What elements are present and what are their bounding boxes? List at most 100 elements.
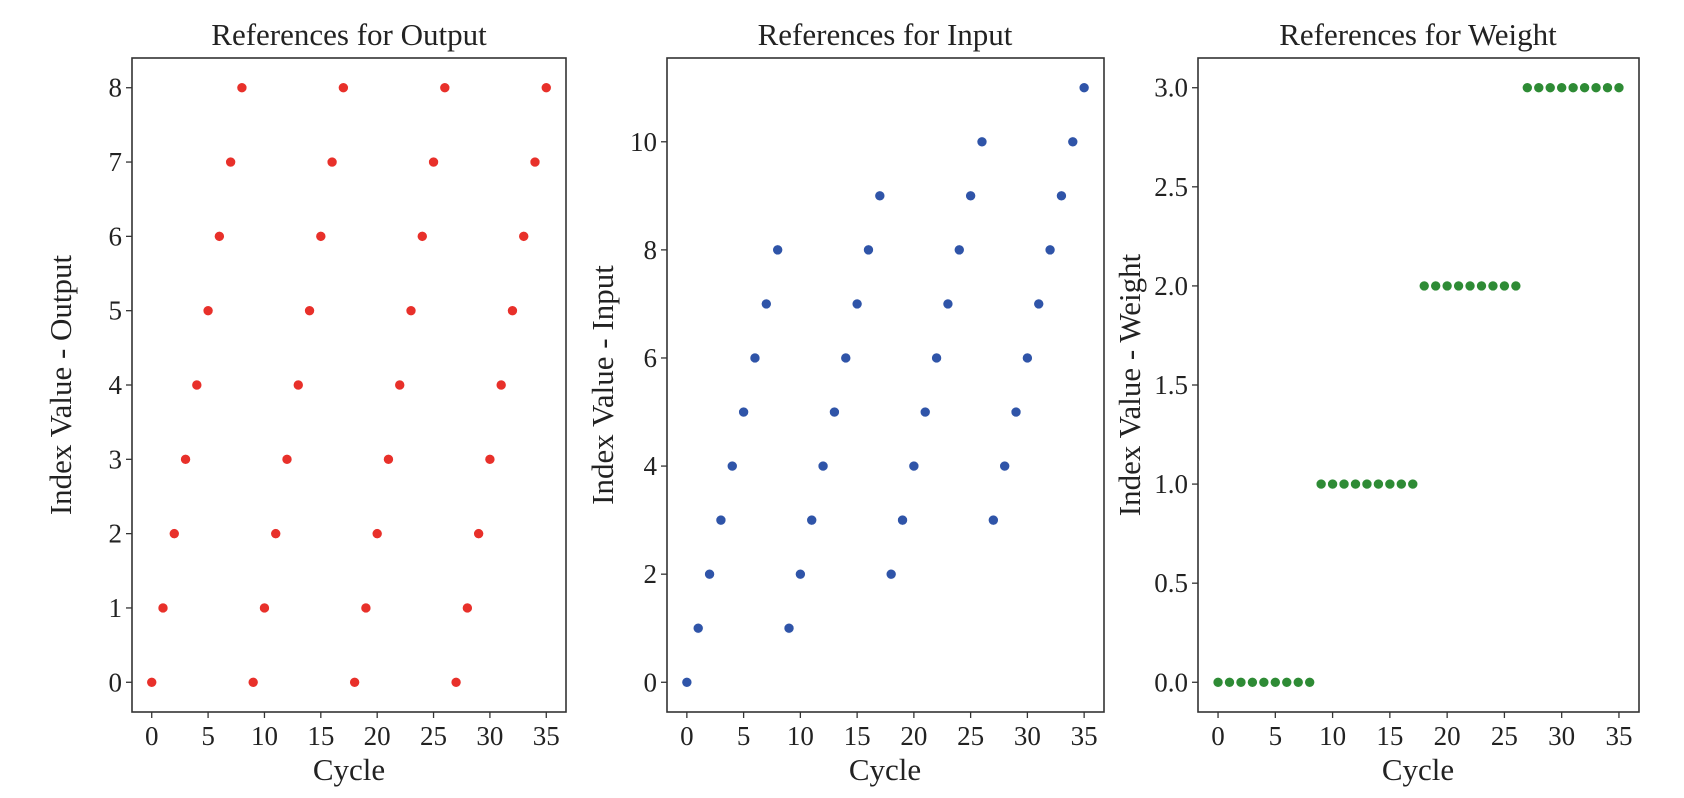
input-data-point bbox=[863, 244, 874, 256]
weight-data-point bbox=[1270, 676, 1281, 688]
output-data-point bbox=[259, 602, 270, 614]
output-x-axis-label: Cycle bbox=[313, 752, 385, 787]
input-data-point bbox=[783, 622, 795, 634]
weight-x-tick-label: 30 bbox=[1548, 721, 1575, 751]
weight-x-tick-label: 10 bbox=[1319, 721, 1346, 751]
input-data-point bbox=[1078, 82, 1090, 94]
input-x-tick-label: 20 bbox=[900, 721, 927, 751]
output-y-tick-label: 5 bbox=[109, 296, 123, 326]
output-y-tick-label: 3 bbox=[109, 444, 123, 474]
input-data-point bbox=[704, 568, 715, 580]
weight-x-tick-label: 0 bbox=[1211, 721, 1225, 751]
weight-data-point bbox=[1613, 82, 1625, 94]
weight-x-tick-label: 5 bbox=[1269, 721, 1283, 751]
weight-data-point bbox=[1590, 82, 1602, 94]
weight-panel-title: References for Weight bbox=[1279, 17, 1557, 52]
input-data-point bbox=[897, 514, 908, 526]
weight-data-point bbox=[1258, 676, 1270, 688]
input-data-point bbox=[885, 568, 897, 580]
output-data-point bbox=[315, 231, 327, 242]
weight-data-point bbox=[1292, 676, 1304, 688]
output-y-tick-label: 7 bbox=[109, 147, 123, 177]
output-panel-title: References for Output bbox=[211, 17, 487, 52]
input-y-tick-label: 2 bbox=[644, 559, 658, 589]
input-data-point bbox=[840, 352, 852, 364]
input-data-point bbox=[692, 622, 704, 634]
weight-data-point bbox=[1247, 676, 1258, 688]
output-data-point bbox=[157, 602, 169, 614]
weight-data-point bbox=[1522, 82, 1533, 94]
input-data-point bbox=[851, 298, 863, 310]
output-y-tick-label: 1 bbox=[109, 593, 123, 623]
output-points bbox=[146, 82, 552, 688]
weight-data-point bbox=[1430, 280, 1441, 292]
weight-data-point bbox=[1350, 478, 1361, 490]
output-data-point bbox=[349, 676, 360, 688]
input-y-tick-label: 10 bbox=[630, 127, 657, 157]
output-data-point bbox=[462, 602, 473, 614]
output-x-tick-label: 30 bbox=[476, 721, 503, 751]
output-x-ticks: 0 5 10 15 20 25 30 35 bbox=[145, 712, 560, 751]
output-data-point bbox=[168, 528, 180, 539]
input-x-ticks: 0 5 10 15 20 25 30 35 bbox=[680, 712, 1098, 751]
input-x-axis-label: Cycle bbox=[849, 752, 921, 787]
output-data-point bbox=[495, 379, 507, 391]
weight-data-point bbox=[1499, 280, 1510, 292]
output-data-point bbox=[540, 82, 552, 94]
input-data-point bbox=[829, 406, 840, 418]
weight-data-point bbox=[1361, 478, 1373, 490]
input-data-point bbox=[908, 460, 920, 472]
output-data-point bbox=[383, 454, 394, 465]
input-y-axis-label: Index Value - Input bbox=[585, 265, 620, 505]
output-x-tick-label: 25 bbox=[420, 721, 447, 751]
input-data-point bbox=[1010, 406, 1022, 418]
input-data-point bbox=[1033, 298, 1045, 310]
input-x-tick-label: 25 bbox=[957, 721, 984, 751]
weight-data-point bbox=[1533, 82, 1545, 94]
weight-data-point bbox=[1418, 280, 1430, 292]
output-y-ticks: 0 1 2 3 4 5 6 7 8 bbox=[109, 73, 132, 697]
output-data-point bbox=[180, 454, 191, 465]
output-data-point bbox=[214, 231, 225, 242]
weight-y-tick-label: 3.0 bbox=[1154, 73, 1188, 103]
output-x-tick-label: 10 bbox=[251, 721, 278, 751]
input-references-panel: References for Input Cycle Index Value -… bbox=[585, 17, 1105, 787]
weight-data-point bbox=[1224, 676, 1235, 688]
input-x-tick-label: 5 bbox=[737, 721, 751, 751]
input-data-point bbox=[942, 298, 954, 310]
weight-data-point bbox=[1304, 676, 1315, 688]
input-x-tick-label: 10 bbox=[787, 721, 814, 751]
weight-data-point bbox=[1556, 82, 1567, 94]
input-y-tick-label: 6 bbox=[644, 343, 658, 373]
input-y-tick-label: 0 bbox=[644, 667, 658, 697]
weight-x-tick-label: 35 bbox=[1605, 721, 1632, 751]
input-data-point bbox=[806, 514, 818, 526]
output-data-point bbox=[338, 82, 349, 94]
input-data-point bbox=[761, 298, 772, 310]
input-data-point bbox=[817, 460, 829, 472]
weight-y-tick-label: 1.5 bbox=[1154, 370, 1188, 400]
weight-data-point bbox=[1235, 676, 1247, 688]
input-data-point bbox=[1067, 136, 1079, 148]
output-data-point bbox=[360, 602, 372, 614]
input-x-tick-label: 0 bbox=[680, 721, 694, 751]
output-y-tick-label: 2 bbox=[109, 519, 123, 549]
output-data-point bbox=[405, 305, 417, 316]
input-data-point bbox=[953, 244, 965, 256]
weight-y-tick-label: 1.0 bbox=[1154, 469, 1188, 499]
output-data-point bbox=[202, 305, 214, 316]
weight-data-point bbox=[1384, 478, 1396, 490]
weight-data-point bbox=[1567, 82, 1579, 94]
input-data-point bbox=[772, 244, 783, 256]
output-y-tick-label: 6 bbox=[109, 221, 123, 251]
weight-data-point bbox=[1453, 280, 1464, 292]
output-data-point bbox=[484, 454, 496, 465]
output-data-point bbox=[225, 156, 236, 168]
weight-data-point bbox=[1579, 82, 1590, 94]
weight-data-point bbox=[1315, 478, 1327, 490]
weight-data-point bbox=[1602, 82, 1613, 94]
weight-data-point bbox=[1327, 478, 1338, 490]
output-data-point bbox=[270, 528, 282, 539]
output-y-tick-label: 4 bbox=[109, 370, 123, 400]
output-data-point bbox=[304, 305, 315, 316]
